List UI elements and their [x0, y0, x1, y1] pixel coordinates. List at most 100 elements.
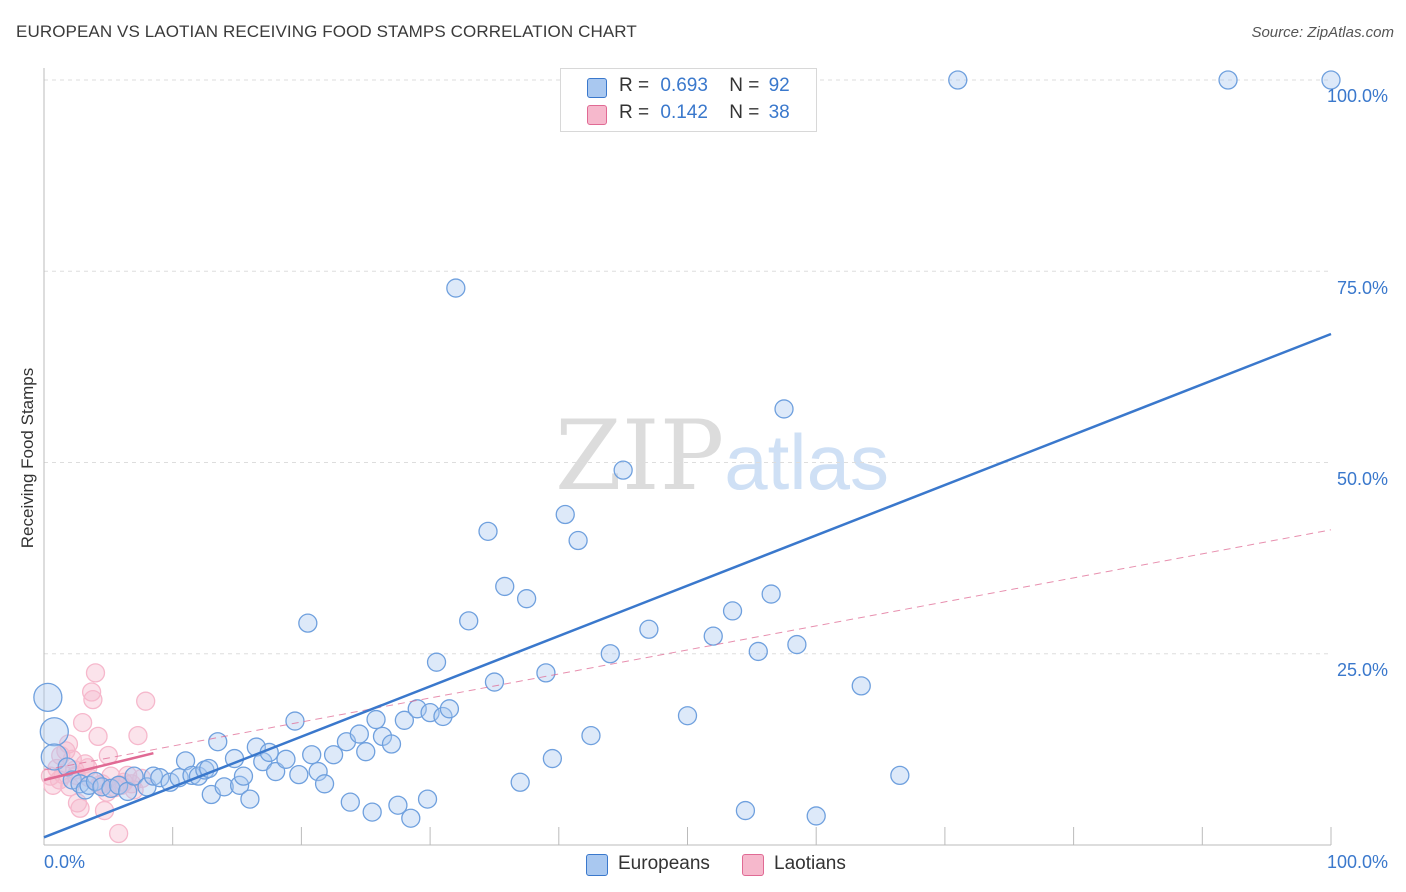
european-point: [266, 761, 286, 782]
x-tick-label: 0.0%: [44, 852, 86, 872]
legend-label: Europeans: [618, 853, 710, 874]
european-point: [613, 460, 633, 480]
r-label: R =: [619, 75, 650, 96]
laotian-point: [128, 725, 148, 746]
european-point: [340, 792, 360, 812]
axes: [43, 68, 1332, 846]
watermark-zip: ZIP: [555, 400, 725, 512]
european-point: [484, 672, 505, 692]
n-value: 38: [768, 102, 790, 123]
european-point: [401, 808, 421, 828]
european-point: [748, 641, 768, 662]
european-point: [890, 765, 910, 786]
legend-stats-europeans: R = 0.693 N = 92: [619, 75, 790, 97]
chart-title: EUROPEAN VS LAOTIAN RECEIVING FOOD STAMP…: [16, 22, 637, 41]
laotian-point: [85, 663, 106, 683]
european-point: [366, 709, 386, 730]
european-point: [233, 766, 254, 786]
laotians-swatch: [587, 105, 607, 125]
laotians-trend-projected: [43, 529, 1332, 771]
european-point: [417, 789, 438, 809]
european-point: [446, 278, 466, 298]
european-point: [39, 717, 69, 747]
european-point: [101, 778, 121, 799]
european-point: [1321, 70, 1341, 90]
european-point: [240, 789, 260, 809]
y-tick-label: 75.0%: [1337, 278, 1389, 298]
european-point: [33, 682, 63, 713]
european-point: [298, 613, 318, 633]
european-point: [1218, 70, 1238, 90]
laotian-point: [72, 712, 93, 733]
european-point: [302, 745, 322, 765]
european-point: [349, 724, 369, 744]
laotians-swatch: [742, 854, 764, 876]
european-point: [143, 766, 164, 786]
n-value: 92: [768, 75, 790, 96]
legend-stats-laotians: R = 0.142 N = 38: [619, 102, 790, 124]
european-point: [761, 584, 781, 604]
r-value: 0.142: [660, 102, 708, 123]
european-point: [536, 663, 556, 683]
n-label: N =: [729, 75, 760, 96]
europeans-trend-line: [43, 332, 1332, 839]
european-point: [774, 399, 794, 419]
y-axis-label: Receiving Food Stamps: [18, 367, 37, 549]
european-point: [948, 70, 968, 90]
laotian-point: [81, 682, 102, 702]
european-point: [285, 711, 305, 731]
european-point: [478, 521, 498, 541]
european-point: [323, 745, 344, 765]
european-point: [214, 777, 234, 797]
european-point: [356, 742, 376, 762]
trend-lines: [43, 332, 1332, 839]
european-point: [806, 806, 826, 826]
european-point: [639, 619, 659, 639]
european-point: [124, 766, 144, 786]
european-point: [600, 644, 620, 664]
european-point: [516, 589, 537, 609]
europeans-swatch: [587, 78, 607, 98]
european-point: [703, 626, 723, 646]
european-point: [568, 530, 588, 551]
source-credit: Source: ZipAtlas.com: [1251, 24, 1394, 41]
laotians-trend-line: [43, 751, 154, 782]
x-tick-label: 100.0%: [1327, 852, 1389, 872]
laotian-point: [83, 690, 103, 710]
european-point: [787, 634, 807, 655]
r-label: R =: [619, 102, 650, 123]
european-point: [40, 743, 68, 771]
laotians-points: [40, 663, 156, 844]
y-tick-label: 100.0%: [1327, 86, 1389, 106]
european-point: [381, 734, 402, 754]
european-point: [362, 802, 382, 822]
european-point: [495, 576, 515, 597]
correlation-legend: R = 0.693 N = 92 R = 0.142 N = 38: [560, 68, 817, 132]
european-point: [308, 761, 328, 782]
legend-label: Laotians: [774, 853, 846, 874]
european-point: [735, 800, 756, 821]
europeans-swatch: [586, 854, 608, 876]
european-point: [722, 601, 743, 621]
european-point: [208, 732, 228, 752]
laotian-point: [108, 823, 129, 844]
european-point: [542, 748, 563, 769]
european-point: [426, 652, 447, 672]
grid-lines: [44, 79, 1331, 655]
european-point: [314, 774, 335, 794]
laotian-point: [88, 726, 108, 747]
laotian-point: [136, 691, 156, 711]
european-point: [459, 611, 479, 631]
european-point: [394, 710, 415, 730]
european-point: [510, 772, 530, 792]
y-tick-label: 25.0%: [1337, 660, 1389, 680]
european-point: [439, 699, 460, 719]
european-point: [555, 504, 575, 525]
n-label: N =: [729, 102, 760, 123]
europeans-points: [33, 70, 1341, 828]
european-point: [677, 706, 698, 726]
european-point: [276, 749, 296, 769]
european-point: [150, 768, 170, 788]
european-point: [851, 676, 871, 696]
